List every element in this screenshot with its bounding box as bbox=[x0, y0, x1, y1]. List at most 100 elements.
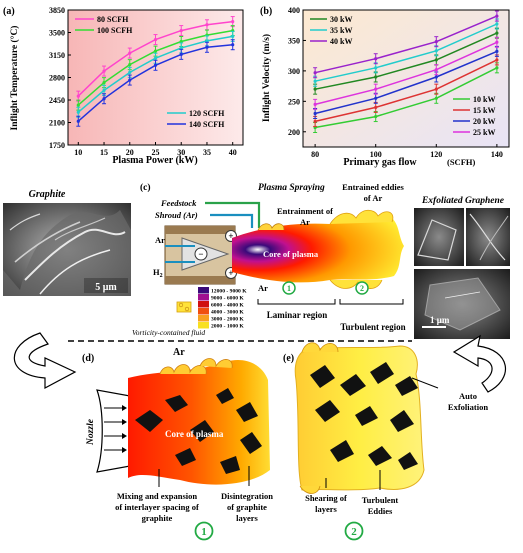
chart-a-legend-bottom: 120 SCFH 140 SCFH bbox=[167, 109, 225, 129]
legend-label-30kw: 30 kW bbox=[330, 15, 352, 24]
panel-d-ar-label: Ar bbox=[173, 347, 185, 358]
auto-exfoliation-pointer bbox=[411, 377, 439, 389]
eddy-e-1 bbox=[301, 342, 339, 353]
plus-sign-bottom: + bbox=[228, 268, 233, 278]
panel-c: (c) Plasma Spraying Feedstock Shroud (Ar… bbox=[132, 182, 406, 337]
chart-b-frame bbox=[302, 9, 510, 148]
x-tick-label: 120 bbox=[430, 150, 442, 159]
panel-e: (e) Auto Exfoliation Shearing of layers … bbox=[283, 342, 488, 541]
temp-label: 3000 - 2000 K bbox=[211, 317, 244, 323]
data-point bbox=[102, 88, 106, 92]
data-point bbox=[153, 56, 158, 60]
graphite-block: Graphite 5 μm bbox=[3, 189, 131, 296]
vorticity-dot-1 bbox=[178, 302, 184, 308]
shearing-label-2: layers bbox=[315, 504, 337, 514]
data-point bbox=[374, 96, 378, 100]
data-point bbox=[374, 66, 378, 70]
plasma-plume bbox=[232, 216, 404, 283]
eddy-e-2 bbox=[299, 485, 321, 494]
series-line-1 bbox=[314, 23, 498, 82]
data-point bbox=[153, 37, 158, 42]
region-one-number: 1 bbox=[287, 284, 291, 293]
data-point bbox=[231, 34, 235, 38]
plume-eddy-bottom bbox=[329, 279, 383, 289]
chart-a-x-label: Plasma Power (kW) bbox=[112, 155, 197, 166]
legend-label-35kw: 35 kW bbox=[330, 26, 352, 35]
panel-d-core-label: Core of plasma bbox=[165, 429, 224, 439]
disintegration-label-2: of graphite bbox=[227, 502, 267, 512]
panel-d-number-marker bbox=[194, 521, 214, 541]
nozzle-label: Nozzle bbox=[86, 418, 96, 446]
chart-b: (b) 200 250 300 350 400 80 100 120 140 Primary … bbox=[260, 6, 510, 168]
graphite-scale-bar: 5 μm bbox=[95, 282, 117, 293]
chart-b-y-label: Inflight Velocity (m/s) bbox=[261, 34, 272, 122]
data-point bbox=[495, 31, 499, 35]
temp-label: 2000 - 1000 K bbox=[211, 324, 244, 330]
y-tick-label: 1750 bbox=[49, 141, 65, 150]
data-point bbox=[102, 69, 106, 73]
data-point bbox=[179, 52, 183, 56]
chart-a-panel-label: (a) bbox=[3, 6, 15, 17]
nozzle-outline bbox=[96, 389, 131, 473]
panel-e-number: 2 bbox=[351, 526, 357, 538]
plus-sign-top: + bbox=[228, 231, 233, 241]
h2-text: H bbox=[153, 267, 160, 277]
plume-eddy-top bbox=[329, 209, 394, 225]
y-tick-label: 3500 bbox=[49, 29, 65, 38]
nozzle-flow-arrows bbox=[104, 405, 127, 453]
temp-swatch bbox=[198, 315, 209, 322]
legend-label-25kw: 25 kW bbox=[473, 128, 495, 137]
data-point bbox=[374, 57, 378, 61]
chart-b-legend-top: 30 kW 35 kW 40 kW bbox=[310, 15, 352, 46]
auto-exfoliation-label-2: Exfoliation bbox=[448, 402, 488, 412]
x-tick-label: 40 bbox=[229, 148, 237, 157]
data-point bbox=[495, 49, 499, 54]
vorticity-swatch bbox=[176, 301, 192, 313]
data-point bbox=[76, 110, 80, 114]
data-point bbox=[179, 46, 183, 50]
panel-c-title: Plasma Spraying bbox=[258, 183, 325, 193]
eddy-d-1 bbox=[159, 364, 207, 375]
graphene-sem-images bbox=[414, 208, 510, 339]
legend-label-80: 80 SCFH bbox=[97, 15, 129, 24]
temp-swatch bbox=[198, 301, 209, 308]
mixing-label-2: of interlayer spacing of bbox=[115, 502, 199, 512]
arrow-to-graphene bbox=[452, 334, 506, 393]
data-point bbox=[153, 49, 158, 53]
data-point bbox=[313, 111, 317, 116]
region-one-marker bbox=[282, 281, 296, 295]
series-line-6 bbox=[314, 41, 498, 106]
data-point bbox=[205, 45, 209, 49]
data-point bbox=[313, 87, 317, 91]
x-tick-label: 35 bbox=[203, 148, 211, 157]
chart-a: (a) 1750 2100 2450 2800 3150 3500 3850 10 15 20 2… bbox=[3, 6, 244, 166]
data-point bbox=[434, 68, 438, 72]
data-point bbox=[102, 97, 106, 101]
disintegration-label-3: layers bbox=[236, 513, 258, 523]
data-point bbox=[434, 40, 438, 44]
x-tick-label: 140 bbox=[491, 150, 503, 159]
data-point bbox=[313, 71, 317, 75]
temp-swatch bbox=[198, 322, 209, 329]
panel-e-number-marker bbox=[344, 521, 364, 541]
legend-label-100: 100 SCFH bbox=[97, 26, 133, 35]
chart-a-series bbox=[76, 16, 235, 127]
data-point bbox=[76, 103, 80, 107]
x-tick-label: 10 bbox=[74, 148, 82, 157]
data-point bbox=[434, 96, 438, 100]
data-point bbox=[76, 94, 80, 98]
chart-b-legend-bottom: 10 kW 15 kW 20 kW 25 kW bbox=[453, 95, 495, 137]
entrainment-label: Entrainment of bbox=[277, 206, 333, 216]
data-point bbox=[434, 87, 438, 91]
series-line-3 bbox=[314, 67, 498, 129]
series-line-2 bbox=[314, 15, 498, 74]
turbulent-region-label: Turbulent region bbox=[340, 322, 405, 332]
data-point bbox=[374, 114, 378, 119]
data-point bbox=[495, 66, 499, 70]
y-tick-label: 400 bbox=[288, 6, 300, 15]
vorticity-dot-2 bbox=[184, 306, 190, 312]
shearing-label-1: Shearing of bbox=[305, 493, 347, 503]
